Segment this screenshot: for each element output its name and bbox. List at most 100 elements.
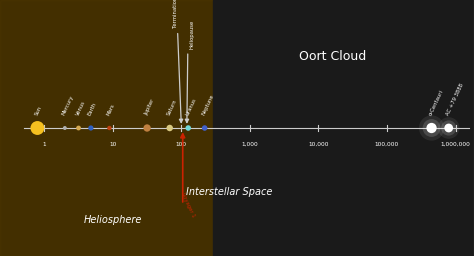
Bar	[28, 0, 32, 256]
Bar	[195, 0, 199, 256]
Text: Oort Cloud: Oort Cloud	[299, 50, 366, 63]
Bar	[53, 0, 57, 256]
Bar	[36, 0, 39, 256]
Bar	[171, 0, 174, 256]
Bar	[96, 0, 100, 256]
Bar	[78, 0, 82, 256]
Bar	[192, 0, 195, 256]
Point	[34, 126, 41, 130]
Bar	[128, 0, 131, 256]
Bar	[100, 0, 103, 256]
Bar	[124, 0, 128, 256]
Bar	[153, 0, 156, 256]
Text: 10: 10	[109, 142, 117, 147]
Point	[445, 126, 453, 130]
Bar	[210, 0, 213, 256]
Point	[428, 126, 435, 130]
Text: Voyager 1: Voyager 1	[180, 192, 196, 218]
Text: Neptune: Neptune	[201, 94, 215, 116]
Text: 10,000: 10,000	[308, 142, 328, 147]
Bar	[156, 0, 160, 256]
Point	[201, 126, 209, 130]
Bar	[135, 0, 138, 256]
Point	[445, 126, 453, 130]
Bar	[0, 0, 4, 256]
Bar	[0, 0, 213, 256]
Bar	[174, 0, 178, 256]
Bar	[178, 0, 181, 256]
Bar	[164, 0, 167, 256]
Bar	[138, 0, 142, 256]
Bar	[199, 0, 203, 256]
Bar	[149, 0, 153, 256]
Point	[143, 126, 151, 130]
Text: Jupiter: Jupiter	[144, 99, 155, 116]
Bar	[132, 0, 135, 256]
Bar	[61, 0, 64, 256]
Bar	[32, 0, 36, 256]
Bar	[14, 0, 18, 256]
Bar	[103, 0, 107, 256]
Bar	[57, 0, 61, 256]
Bar	[185, 0, 189, 256]
Text: Earth: Earth	[87, 101, 98, 116]
Bar	[46, 0, 50, 256]
Bar	[43, 0, 46, 256]
Text: 1,000: 1,000	[242, 142, 258, 147]
Bar	[121, 0, 124, 256]
Bar	[3, 0, 7, 256]
Point	[184, 126, 192, 130]
Point	[445, 126, 453, 130]
Bar	[0, 0, 213, 256]
Bar	[21, 0, 25, 256]
Text: Interstellar Space: Interstellar Space	[186, 187, 273, 197]
Bar	[110, 0, 114, 256]
Bar	[107, 0, 110, 256]
Text: α-Centauri: α-Centauri	[428, 89, 444, 116]
Point	[87, 126, 95, 130]
Bar	[64, 0, 67, 256]
Bar	[10, 0, 14, 256]
Bar	[114, 0, 117, 256]
Text: 1,000,000: 1,000,000	[441, 142, 471, 147]
Bar	[71, 0, 75, 256]
Bar	[160, 0, 164, 256]
Bar	[142, 0, 146, 256]
Bar	[82, 0, 85, 256]
Text: Venus: Venus	[75, 100, 86, 116]
Bar	[85, 0, 89, 256]
Bar	[206, 0, 210, 256]
Text: 1: 1	[43, 142, 46, 147]
Text: Termination Shock: Termination Shock	[173, 0, 178, 28]
Text: Sun: Sun	[34, 105, 43, 116]
Bar	[92, 0, 96, 256]
Text: Mercury: Mercury	[61, 95, 75, 116]
Text: Heliosphere: Heliosphere	[83, 215, 142, 225]
Point	[428, 126, 435, 130]
Bar	[118, 0, 121, 256]
Bar	[89, 0, 92, 256]
Point	[428, 126, 435, 130]
Bar	[189, 0, 192, 256]
Text: Heliopause: Heliopause	[189, 19, 194, 49]
Bar	[75, 0, 78, 256]
Bar	[25, 0, 28, 256]
Bar	[67, 0, 71, 256]
Point	[75, 126, 82, 130]
Text: 100,000: 100,000	[375, 142, 399, 147]
Bar	[50, 0, 53, 256]
Text: 100: 100	[176, 142, 187, 147]
Text: AC +79 3888: AC +79 3888	[445, 83, 465, 116]
Point	[61, 126, 69, 130]
Bar	[213, 0, 474, 256]
Bar	[7, 0, 10, 256]
Bar	[39, 0, 43, 256]
Bar	[146, 0, 149, 256]
Bar	[167, 0, 171, 256]
Point	[106, 126, 113, 130]
Bar	[18, 0, 21, 256]
Bar	[202, 0, 206, 256]
Point	[166, 126, 173, 130]
Text: Mars: Mars	[106, 103, 116, 116]
Text: Uranus: Uranus	[185, 97, 197, 116]
